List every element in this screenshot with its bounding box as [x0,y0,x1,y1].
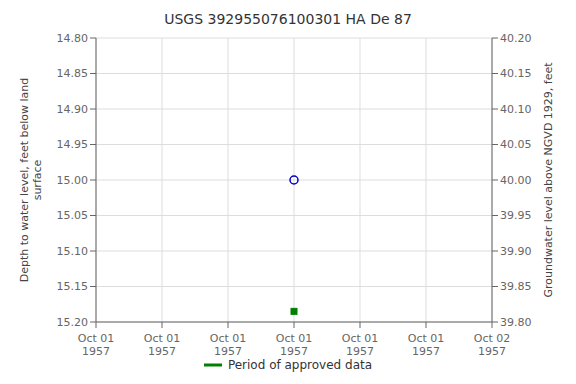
svg-text:14.85: 14.85 [57,67,89,80]
svg-text:39.85: 39.85 [500,280,532,293]
svg-text:Depth to water level, feet bel: Depth to water level, feet below landsur… [18,78,44,283]
html-text:Period of approved data: Period of approved data [227,358,373,372]
svg-text:39.80: 39.80 [500,316,532,329]
svg-text:14.80: 14.80 [57,32,89,45]
svg-text:40.15: 40.15 [500,67,532,80]
svg-text:Oct 011957: Oct 011957 [210,332,247,358]
html-text:USGS 392955076100301 HA De 87: USGS 392955076100301 HA De 87 [164,11,412,27]
svg-text:15.00: 15.00 [57,174,89,187]
svg-text:40.20: 40.20 [500,32,532,45]
svg-text:40.00: 40.00 [500,174,532,187]
svg-text:40.05: 40.05 [500,138,532,151]
svg-text:Oct 011957: Oct 011957 [342,332,379,358]
svg-text:Oct 011957: Oct 011957 [408,332,445,358]
svg-text:Groundwater level above NGVD 1: Groundwater level above NGVD 1929, feet [542,62,555,298]
svg-text:Oct 021957: Oct 021957 [474,332,511,358]
svg-text:15.05: 15.05 [57,209,89,222]
svg-text:39.95: 39.95 [500,209,532,222]
svg-text:40.10: 40.10 [500,103,532,116]
svg-text:15.10: 15.10 [57,245,89,258]
svg-text:Oct 011957: Oct 011957 [276,332,313,358]
svg-text:39.90: 39.90 [500,245,532,258]
svg-text:Oct 011957: Oct 011957 [144,332,181,358]
svg-text:15.20: 15.20 [57,316,89,329]
svg-text:15.15: 15.15 [57,280,89,293]
svg-text:14.95: 14.95 [57,138,89,151]
svg-text:14.90: 14.90 [57,103,89,116]
svg-text:Oct 011957: Oct 011957 [78,332,115,358]
